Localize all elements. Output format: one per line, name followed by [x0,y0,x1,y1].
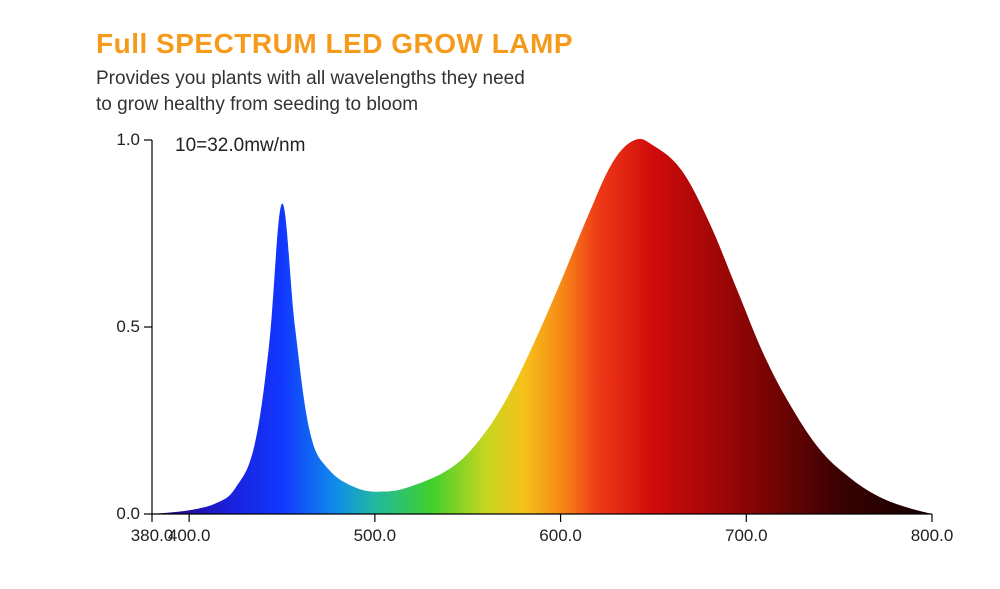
xtick-label: 500.0 [354,526,397,546]
spectrum-chart: 0.00.51.0380.0400.0500.0600.0700.0800.0 [0,0,1000,589]
xtick-label: 600.0 [539,526,582,546]
spectrum-area [152,139,932,514]
xtick-label: 400.0 [168,526,211,546]
ytick-label: 0.5 [100,317,140,337]
xtick-label: 800.0 [911,526,954,546]
ytick-label: 0.0 [100,504,140,524]
ytick-label: 1.0 [100,130,140,150]
spectrum-chart-svg [0,0,1000,589]
page: { "title": { "text": "Full SPECTRUM LED … [0,0,1000,589]
xtick-label: 700.0 [725,526,768,546]
